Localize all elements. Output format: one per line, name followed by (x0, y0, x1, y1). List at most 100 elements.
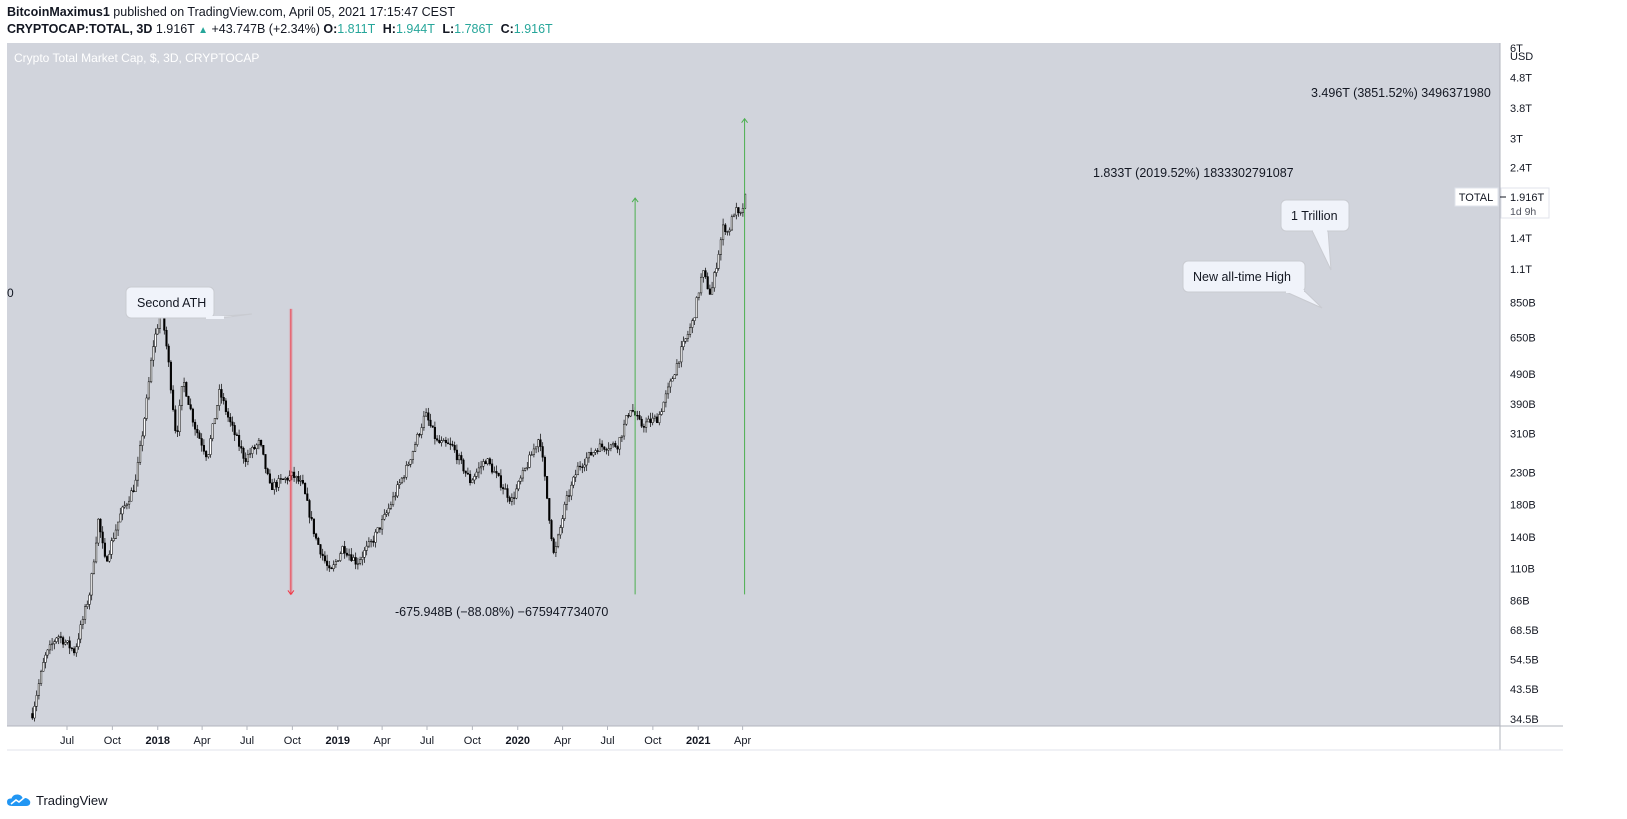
candle-body[interactable] (458, 455, 461, 461)
candle-body[interactable] (497, 472, 500, 476)
candle-body[interactable] (103, 542, 106, 557)
candle-body[interactable] (319, 544, 322, 555)
candle-body[interactable] (59, 636, 62, 638)
candle-body[interactable] (218, 389, 221, 406)
candle-body[interactable] (40, 671, 43, 684)
candle-body[interactable] (187, 396, 190, 405)
candle-body[interactable] (469, 473, 472, 484)
candle-body[interactable] (222, 397, 225, 402)
candle-body[interactable] (114, 529, 117, 539)
candle-body[interactable] (312, 518, 315, 535)
candle-body[interactable] (112, 537, 115, 541)
annotation-1-trillion[interactable]: 1 Trillion (1280, 199, 1350, 271)
candle-body[interactable] (735, 207, 738, 216)
candle-body[interactable] (392, 496, 395, 506)
tradingview-brand[interactable]: TradingView (36, 792, 108, 808)
candle-body[interactable] (675, 363, 678, 375)
candle-body[interactable] (268, 473, 271, 484)
candle-body[interactable] (359, 559, 362, 564)
candle-body[interactable] (651, 417, 654, 423)
candle-body[interactable] (719, 239, 722, 255)
candle-body[interactable] (70, 647, 73, 650)
candle-body[interactable] (132, 490, 135, 492)
candle-body[interactable] (508, 497, 511, 502)
annotation-new-ath[interactable]: New all-time High (1182, 260, 1323, 309)
candle-body[interactable] (414, 444, 417, 452)
candle-body[interactable] (645, 421, 648, 428)
candle-body[interactable] (405, 465, 408, 478)
candle-body[interactable] (286, 477, 289, 481)
candle-body[interactable] (664, 393, 667, 403)
candle-body[interactable] (629, 410, 632, 417)
candle-body[interactable] (510, 497, 513, 502)
candle-body[interactable] (119, 513, 122, 523)
candle-body[interactable] (55, 637, 58, 642)
candle-body[interactable] (306, 493, 309, 501)
candle-body[interactable] (495, 471, 498, 474)
candle-body[interactable] (603, 446, 606, 450)
candle-body[interactable] (81, 618, 84, 625)
candle-body[interactable] (150, 359, 153, 383)
candle-body[interactable] (407, 464, 410, 466)
candle-body[interactable] (79, 624, 82, 640)
candle-body[interactable] (667, 386, 670, 395)
candle-body[interactable] (669, 380, 672, 388)
candle-body[interactable] (513, 497, 516, 499)
candle-body[interactable] (521, 470, 524, 479)
candle-body[interactable] (334, 561, 337, 565)
candle-body[interactable] (574, 474, 577, 478)
candle-body[interactable] (438, 439, 441, 443)
candle-body[interactable] (387, 508, 390, 514)
candle-body[interactable] (656, 416, 659, 424)
candle-body[interactable] (625, 415, 628, 425)
candle-body[interactable] (242, 447, 245, 459)
candle-body[interactable] (680, 346, 683, 363)
candle-body[interactable] (570, 484, 573, 497)
candle-body[interactable] (240, 446, 243, 449)
candle-body[interactable] (471, 479, 474, 484)
candle-body[interactable] (711, 287, 714, 295)
candle-body[interactable] (394, 495, 397, 498)
candle-body[interactable] (684, 338, 687, 342)
candle-body[interactable] (169, 361, 172, 391)
candle-body[interactable] (183, 382, 186, 387)
candle-body[interactable] (244, 458, 247, 462)
candle-body[interactable] (84, 606, 87, 620)
plot-area[interactable] (7, 43, 1500, 726)
candle-body[interactable] (273, 481, 276, 491)
candle-body[interactable] (598, 443, 601, 452)
candle-body[interactable] (279, 478, 282, 480)
candle-body[interactable] (576, 465, 579, 476)
candle-body[interactable] (128, 500, 131, 505)
candle-body[interactable] (266, 468, 269, 475)
candle-body[interactable] (246, 454, 249, 462)
candle-body[interactable] (728, 229, 731, 232)
candle-body[interactable] (337, 560, 340, 562)
candle-body[interactable] (539, 439, 542, 447)
candle-body[interactable] (638, 415, 641, 420)
candle-body[interactable] (455, 449, 458, 461)
candle-body[interactable] (293, 471, 296, 478)
candle-body[interactable] (596, 450, 599, 452)
candle-body[interactable] (73, 648, 76, 654)
candle-body[interactable] (713, 272, 716, 289)
candle-body[interactable] (339, 553, 342, 561)
candle-body[interactable] (134, 479, 137, 492)
candle-body[interactable] (251, 446, 254, 454)
candle-body[interactable] (491, 463, 494, 473)
last-price-tag[interactable] (1500, 187, 1550, 219)
candle-body[interactable] (543, 456, 546, 477)
candle-body[interactable] (194, 421, 197, 430)
candle-body[interactable] (730, 216, 733, 231)
candle-body[interactable] (642, 425, 645, 428)
candle-body[interactable] (702, 270, 705, 278)
candle-body[interactable] (68, 640, 71, 649)
candle-body[interactable] (649, 418, 652, 423)
candle-body[interactable] (563, 504, 566, 519)
candle-body[interactable] (605, 449, 608, 451)
candle-body[interactable] (627, 415, 630, 417)
candle-body[interactable] (383, 514, 386, 520)
candle-body[interactable] (427, 412, 430, 421)
candle-body[interactable] (464, 470, 467, 474)
candle-body[interactable] (447, 442, 450, 445)
